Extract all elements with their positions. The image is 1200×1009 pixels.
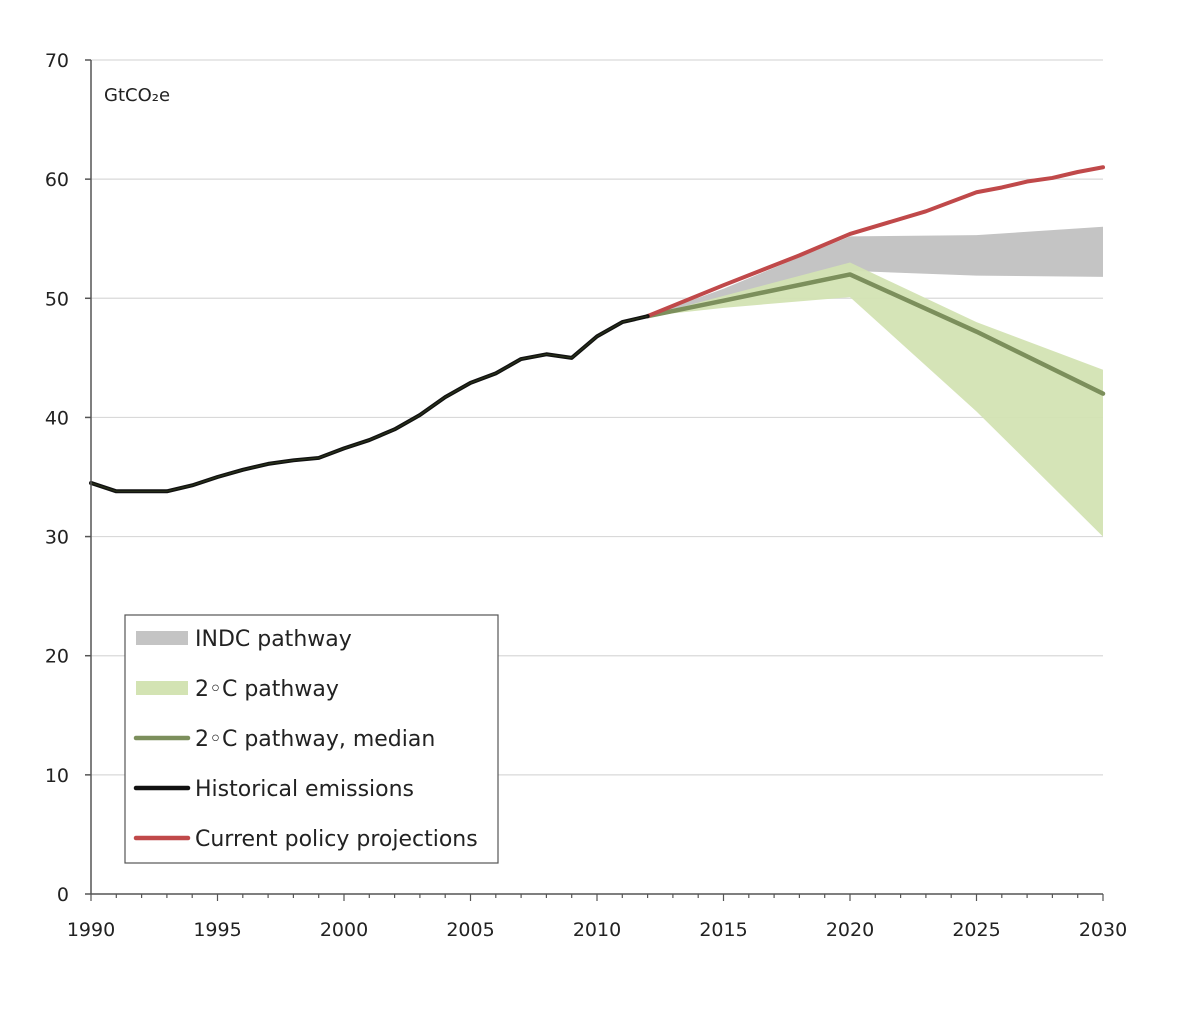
x-tick-label-2020: 2020 bbox=[826, 919, 874, 941]
current_policy-line bbox=[645, 165, 1105, 319]
x-tick-label-1995: 1995 bbox=[193, 919, 241, 941]
legend-label-current_policy: Current policy projections bbox=[195, 827, 478, 852]
legend-label-historical: Historical emissions bbox=[195, 777, 414, 802]
legend-swatch-two_c_band bbox=[136, 681, 188, 695]
legend-label-two_c_band: 2◦C pathway bbox=[195, 677, 339, 702]
x-tick-label-2025: 2025 bbox=[952, 919, 1000, 941]
y-tick-label-60: 60 bbox=[45, 169, 69, 191]
x-tick-label-1990: 1990 bbox=[67, 919, 115, 941]
y-tick-label-10: 10 bbox=[45, 765, 69, 787]
bands-layer bbox=[647, 226, 1103, 537]
legend-label-two_c_median: 2◦C pathway, median bbox=[195, 727, 435, 752]
historical-line-tint bbox=[90, 315, 648, 492]
legend-label-indc: INDC pathway bbox=[195, 627, 352, 652]
x-tick-label-2015: 2015 bbox=[699, 919, 747, 941]
two_c_median-line bbox=[645, 272, 1106, 396]
y-tick-label-0: 0 bbox=[57, 884, 69, 906]
x-tick-label-2005: 2005 bbox=[446, 919, 494, 941]
legend: INDC pathway 2◦C pathway 2◦C pathway, medi… bbox=[124, 614, 499, 864]
x-tick-label-2010: 2010 bbox=[573, 919, 621, 941]
y-tick-label-50: 50 bbox=[45, 288, 69, 310]
legend-swatch-indc bbox=[136, 631, 188, 645]
y-tick-label-70: 70 bbox=[45, 50, 69, 72]
y-tick-label-30: 30 bbox=[45, 527, 69, 549]
y-tick-label-20: 20 bbox=[45, 646, 69, 668]
indc-band bbox=[647, 226, 1103, 317]
two_c_band-band bbox=[647, 262, 1103, 537]
y-tick-label-40: 40 bbox=[45, 407, 69, 429]
y-unit-label: GtCO₂e bbox=[104, 85, 170, 106]
lines-layer bbox=[89, 165, 1106, 494]
x-tick-label-2030: 2030 bbox=[1079, 919, 1127, 941]
historical-line bbox=[89, 314, 650, 494]
x-tick-label-2000: 2000 bbox=[320, 919, 368, 941]
